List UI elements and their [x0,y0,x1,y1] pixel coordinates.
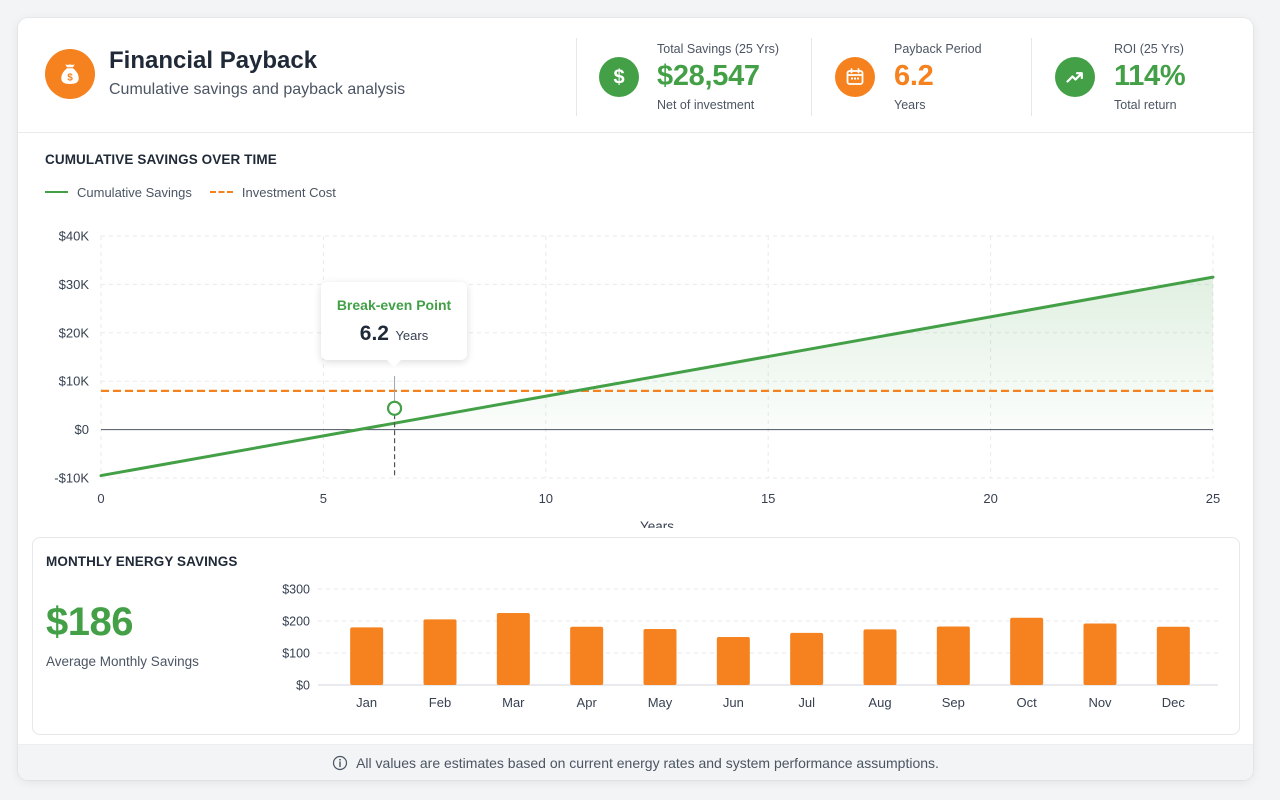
total-savings-sub: Net of investment [657,98,755,112]
y-tick-label: $200 [282,615,310,629]
footer-note: All values are estimates based on curren… [18,744,1253,780]
average-monthly-value: $186 [46,600,133,644]
y-tick-label: $40K [59,229,90,244]
bar-jun [716,637,750,685]
y-tick-label: $20K [59,325,90,340]
divider [1031,38,1032,116]
trending-up-icon [1055,57,1095,97]
legend-label-investment: Investment Cost [241,184,336,200]
x-tick-label: Oct [1017,695,1038,710]
bar-sep [936,626,970,685]
footer-text: All values are estimates based on curren… [356,754,939,771]
x-tick-label: 20 [983,491,997,506]
tooltip-unit: Years [395,328,429,343]
x-tick-label: Dec [1162,695,1186,710]
monthly-savings-card: MONTHLY ENERGY SAVINGS $186 Average Mont… [32,537,1240,735]
x-tick-label: Feb [429,695,451,710]
total-savings-label: Total Savings (25 Yrs) [657,42,780,56]
financial-payback-card: $ Financial Payback Cumulative savings a… [18,18,1253,780]
calendar-icon [835,57,875,97]
divider [576,38,577,116]
average-monthly-label: Average Monthly Savings [46,654,199,669]
payback-period-value: 6.2 [894,60,934,92]
x-tick-label: 0 [97,491,104,506]
y-tick-label: $0 [296,679,310,693]
total-savings-value: $28,547 [657,60,760,92]
x-tick-label: Aug [868,695,891,710]
monthly-savings-chart: $0 $100 $200 $300 Jan Feb Mar Apr May Jun Jul Aug Se… [282,583,1218,710]
x-tick-label: Jun [723,695,744,710]
tooltip-title: Break-even Point [336,297,452,313]
bar-may [643,629,677,685]
divider [811,38,812,116]
y-tick-label: $10K [59,374,90,389]
roi-label: ROI (25 Yrs) [1114,42,1184,56]
legend-swatch-investment [209,191,233,193]
bar-feb [423,619,457,685]
legend-label-savings: Cumulative Savings [77,184,192,200]
tooltip-value: 6.2 [359,322,389,345]
bar-jul [790,632,824,685]
cumulative-savings-chart: -$10K $0 $10K $20K $30K $40K 0 5 10 15 20 25 Years [54,229,1220,529]
cumulative-section-title: CUMULATIVE SAVINGS OVER TIME [45,152,277,167]
y-tick-label: -$10K [54,471,89,486]
roi-value: 114% [1114,60,1186,92]
dollar-icon: $ [599,57,639,97]
legend-swatch-savings [45,191,68,193]
y-tick-label: $300 [282,583,310,597]
x-tick-label: 5 [320,491,327,506]
x-tick-label: Apr [577,695,598,710]
bar-apr [570,626,604,685]
x-tick-label: May [648,695,673,710]
bar-oct [1010,617,1044,685]
y-tick-label: $100 [282,647,310,661]
x-tick-label: 15 [761,491,775,506]
bar-nov [1083,623,1117,685]
x-tick-label: Jul [798,695,815,710]
page-title: Financial Payback [109,47,318,74]
chart-legend: Cumulative Savings Investment Cost [45,184,336,200]
svg-text:$: $ [67,73,73,84]
x-tick-label: 10 [539,491,553,506]
y-tick-label: $0 [75,422,89,437]
x-tick-label: Nov [1088,695,1112,710]
break-even-tooltip: Break-even Point 6.2 Years [321,282,467,367]
break-even-marker [386,400,403,416]
y-tick-label: $30K [59,277,90,292]
payback-period-label: Payback Period [894,42,982,56]
page-subtitle: Cumulative savings and payback analysis [109,81,406,98]
cumulative-savings-line [99,275,1215,478]
money-bag-icon: $ [45,49,95,99]
x-tick-label: Sep [942,695,965,710]
bar-aug [863,629,897,685]
x-tick-label: Mar [502,695,525,710]
monthly-section-title: MONTHLY ENERGY SAVINGS [46,554,238,569]
info-icon [332,755,348,771]
header: $ Financial Payback Cumulative savings a… [18,18,1253,133]
x-axis-label: Years [640,519,674,528]
roi-sub: Total return [1114,98,1177,112]
bar-dec [1156,626,1190,685]
svg-text:$: $ [613,67,624,89]
x-tick-label: 25 [1206,491,1220,506]
bar-mar [496,613,530,685]
bar-jan [350,627,384,685]
x-tick-label: Jan [356,695,377,710]
payback-period-sub: Years [894,98,926,112]
